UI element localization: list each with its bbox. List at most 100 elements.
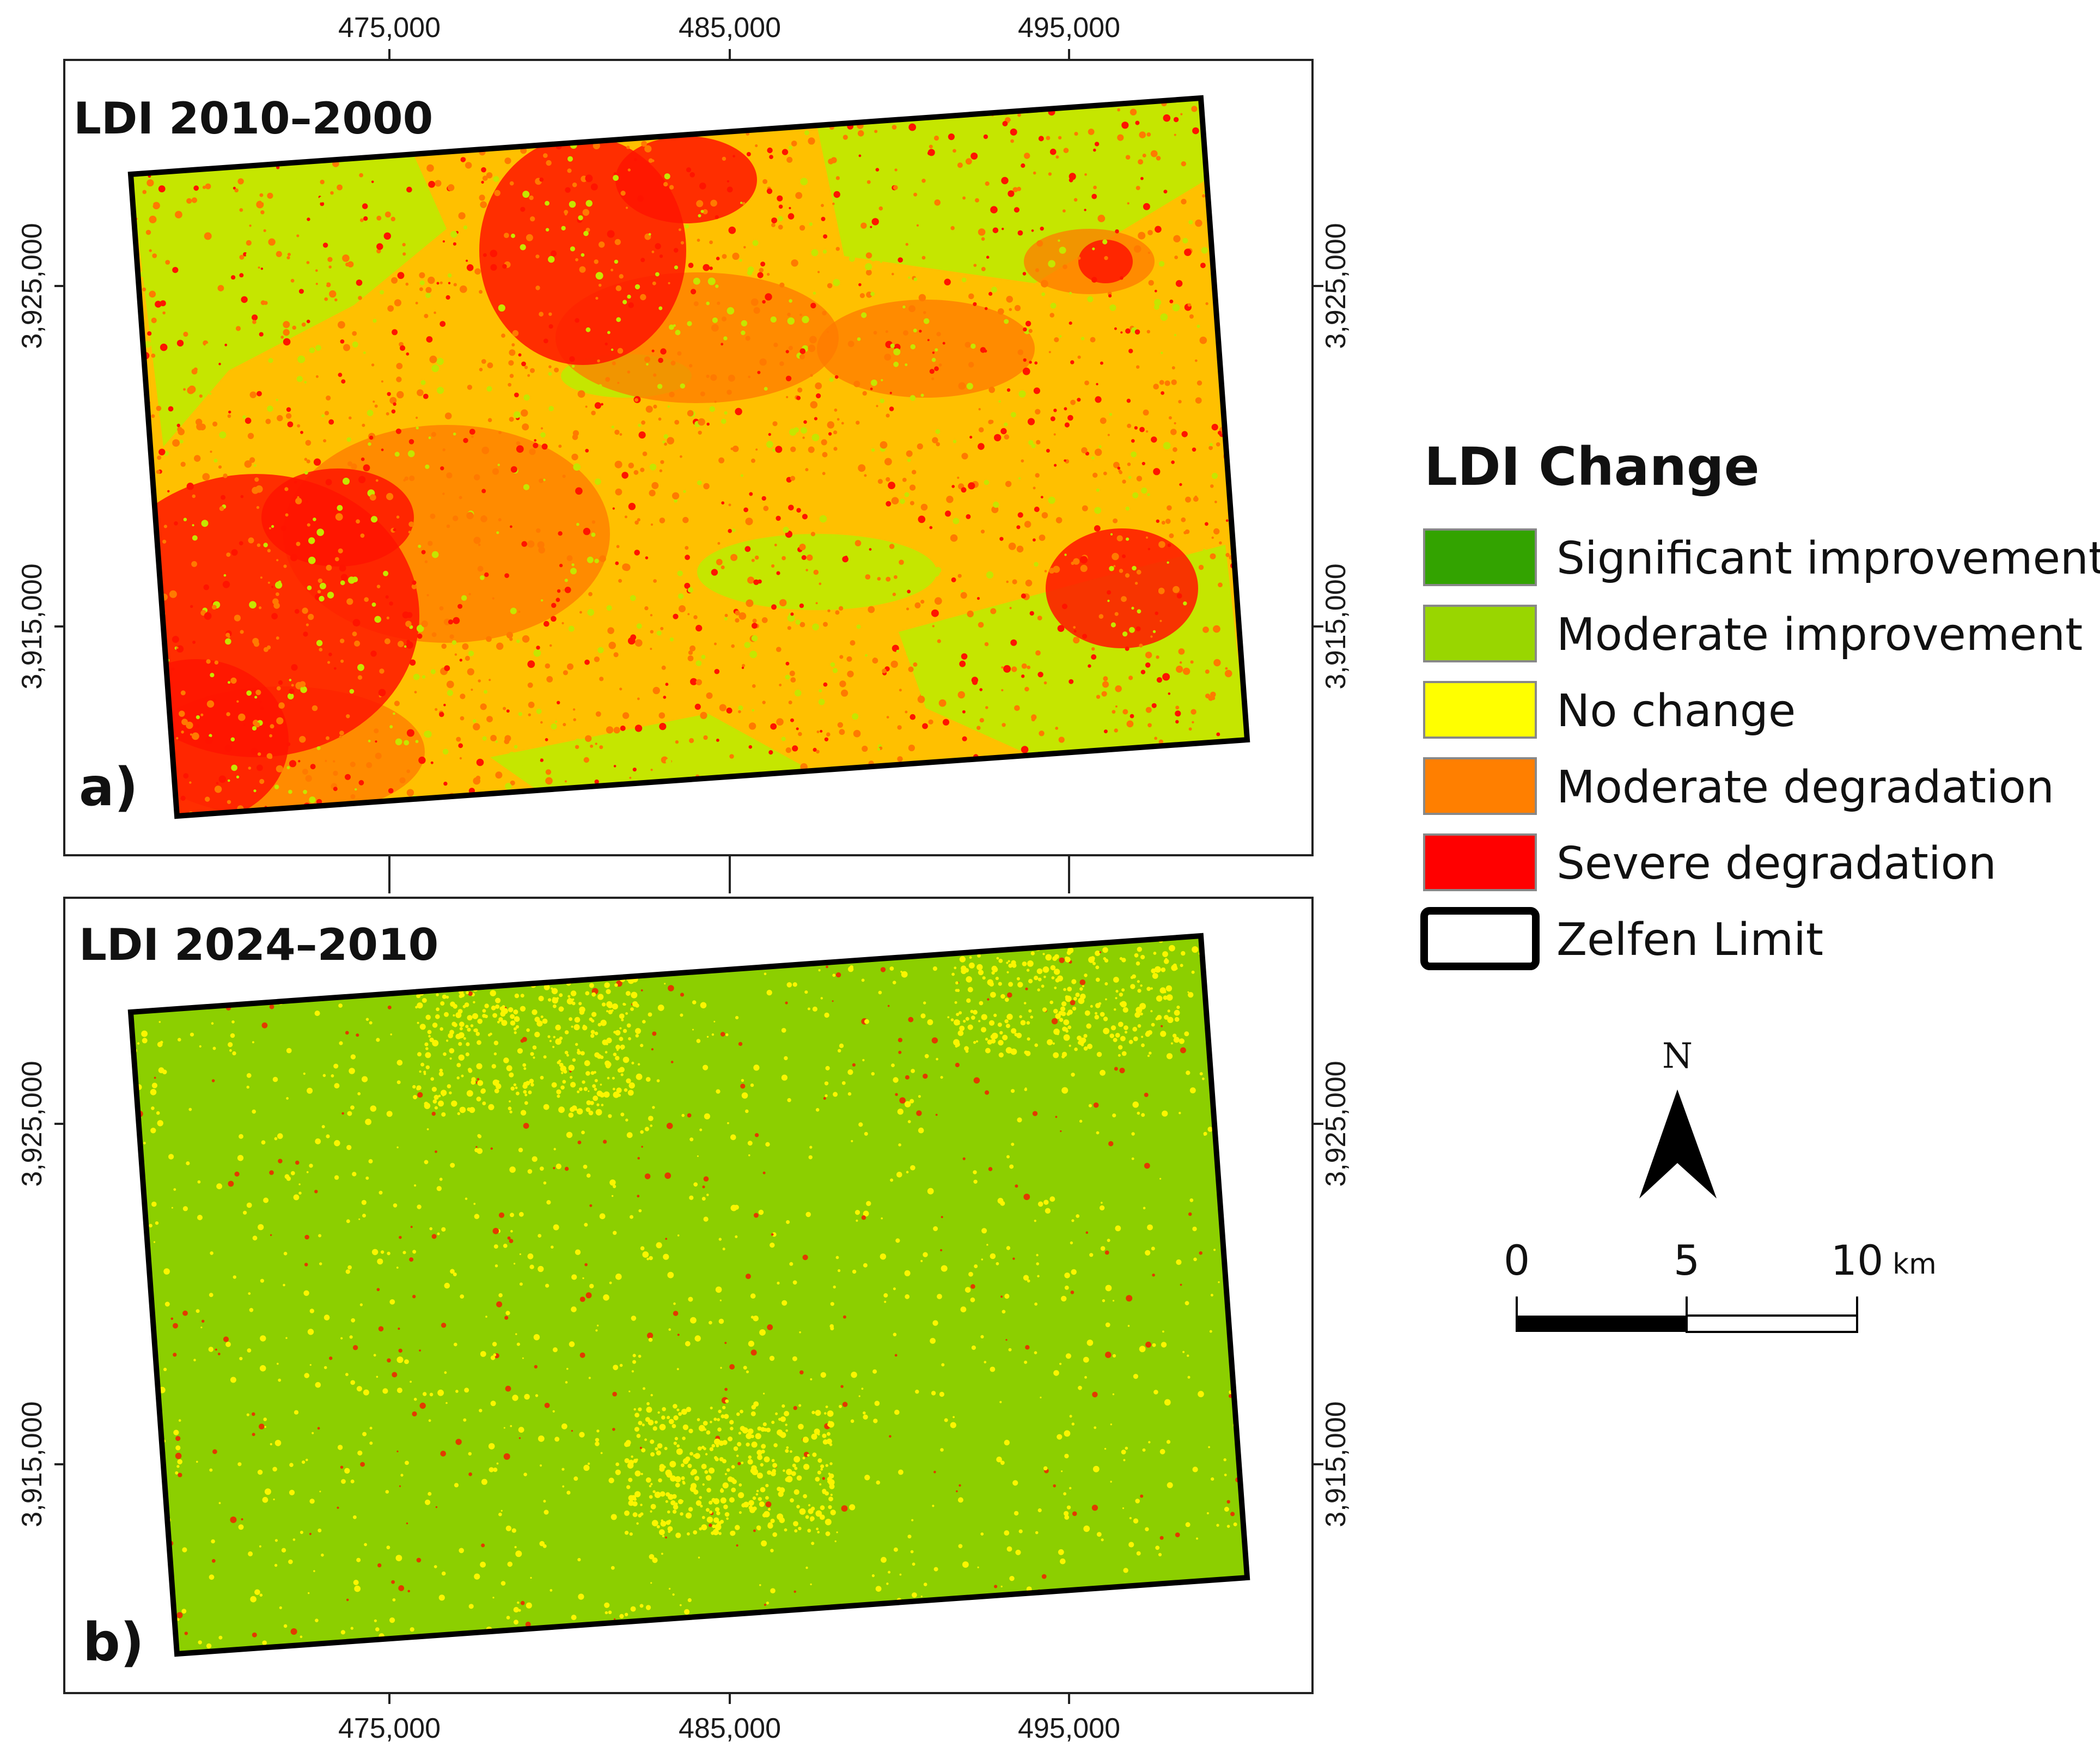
speckle-dot [672, 1509, 677, 1514]
speckle-dot [176, 645, 184, 653]
speckle-dot [941, 1265, 948, 1272]
speckle-dot [1121, 121, 1129, 129]
speckle-dot [1004, 422, 1008, 427]
speckle-dot [858, 1122, 863, 1127]
speckle-dot [1145, 1527, 1149, 1531]
speckle-dot [387, 1358, 391, 1363]
speckle-dot [669, 1460, 676, 1468]
speckle-dot [942, 342, 945, 345]
speckle-dot [1023, 327, 1027, 332]
speckle-dot [1122, 1507, 1125, 1509]
speckle-dot [716, 1089, 721, 1094]
speckle-dot [719, 704, 727, 711]
speckle-dot [624, 1531, 629, 1535]
speckle-dot [676, 1444, 680, 1448]
speckle-dot [605, 1611, 608, 1615]
speckle-dot [755, 1493, 759, 1496]
speckle-dot [515, 1333, 517, 1335]
speckle-dot [432, 1099, 437, 1104]
speckle-dot [572, 1058, 576, 1062]
speckle-dot [149, 290, 156, 298]
speckle-dot [463, 1418, 467, 1422]
speckle-dot [991, 965, 998, 972]
speckle-dot [276, 251, 282, 257]
speckle-dot [658, 417, 662, 421]
speckle-dot [1198, 1391, 1204, 1397]
speckle-dot [302, 607, 308, 614]
speckle-dot [406, 1522, 408, 1525]
speckle-dot [728, 1437, 733, 1441]
speckle-dot [615, 285, 622, 291]
speckle-dot [821, 439, 827, 446]
speckle-dot [675, 330, 681, 336]
speckle-dot [765, 1142, 770, 1147]
speckle-dot [1035, 650, 1041, 656]
speckle-dot [362, 423, 365, 427]
speckle-dot [988, 291, 993, 296]
speckle-dot [1091, 654, 1097, 660]
speckle-dot [730, 553, 738, 561]
speckle-dot [702, 1185, 705, 1189]
speckle-dot [350, 1480, 355, 1483]
speckle-dot [480, 703, 487, 710]
speckle-dot [200, 1326, 203, 1329]
speckle-dot [903, 330, 908, 336]
speckle-dot [509, 1239, 514, 1244]
speckle-dot [931, 1037, 938, 1044]
speckle-dot [325, 479, 332, 486]
panel-b-raster [131, 936, 1247, 1654]
speckle-dot [532, 1156, 538, 1162]
speckle-dot [856, 421, 860, 425]
speckle-dot [738, 612, 747, 620]
speckle-dot [1146, 987, 1151, 991]
speckle-dot [1182, 667, 1191, 675]
speckle-dot [979, 688, 983, 691]
speckle-dot [558, 1060, 561, 1063]
speckle-dot [938, 363, 942, 367]
speckle-dot [323, 1314, 330, 1320]
speckle-dot [711, 1531, 715, 1535]
speckle-dot [1098, 614, 1104, 619]
speckle-dot [721, 316, 727, 322]
speckle-dot [599, 677, 604, 681]
speckle-dot [1115, 990, 1119, 993]
speckle-dot [882, 668, 887, 673]
speckle-dot [582, 1080, 585, 1084]
speckle-dot [538, 1435, 545, 1442]
speckle-dot [599, 241, 605, 248]
speckle-dot [1078, 1039, 1085, 1045]
speckle-dot [337, 1445, 343, 1450]
speckle-dot [645, 1417, 650, 1422]
speckle-dot [730, 1427, 734, 1431]
speckle-dot [1001, 176, 1009, 185]
speckle-dot [685, 546, 689, 550]
speckle-dot [412, 1250, 417, 1254]
speckle-dot [839, 680, 846, 687]
speckle-dot [430, 1077, 434, 1081]
speckle-dot [1008, 230, 1013, 235]
speckle-dot [475, 1032, 480, 1036]
speckle-dot [349, 1335, 353, 1339]
speckle-dot [710, 1421, 712, 1423]
speckle-dot [1092, 1391, 1098, 1398]
speckle-dot [832, 973, 836, 977]
speckle-dot [695, 660, 702, 666]
speckle-dot [343, 477, 350, 485]
speckle-dot [315, 1382, 321, 1388]
speckle-dot [1017, 230, 1023, 236]
speckle-dot [1167, 543, 1171, 547]
speckle-dot [1127, 1325, 1130, 1327]
speckle-dot [523, 1090, 527, 1094]
speckle-dot [1041, 279, 1048, 288]
speckle-dot [769, 155, 773, 159]
speckle-dot [861, 1387, 864, 1390]
speckle-dot [477, 1040, 481, 1045]
speckle-dot [1138, 159, 1144, 165]
speckle-dot [686, 1407, 692, 1413]
speckle-dot [179, 710, 185, 717]
speckle-dot [287, 253, 291, 257]
speckle-dot [405, 282, 409, 286]
speckle-dot [707, 765, 715, 773]
speckle-dot [509, 1110, 512, 1113]
speckle-dot [512, 1395, 518, 1401]
